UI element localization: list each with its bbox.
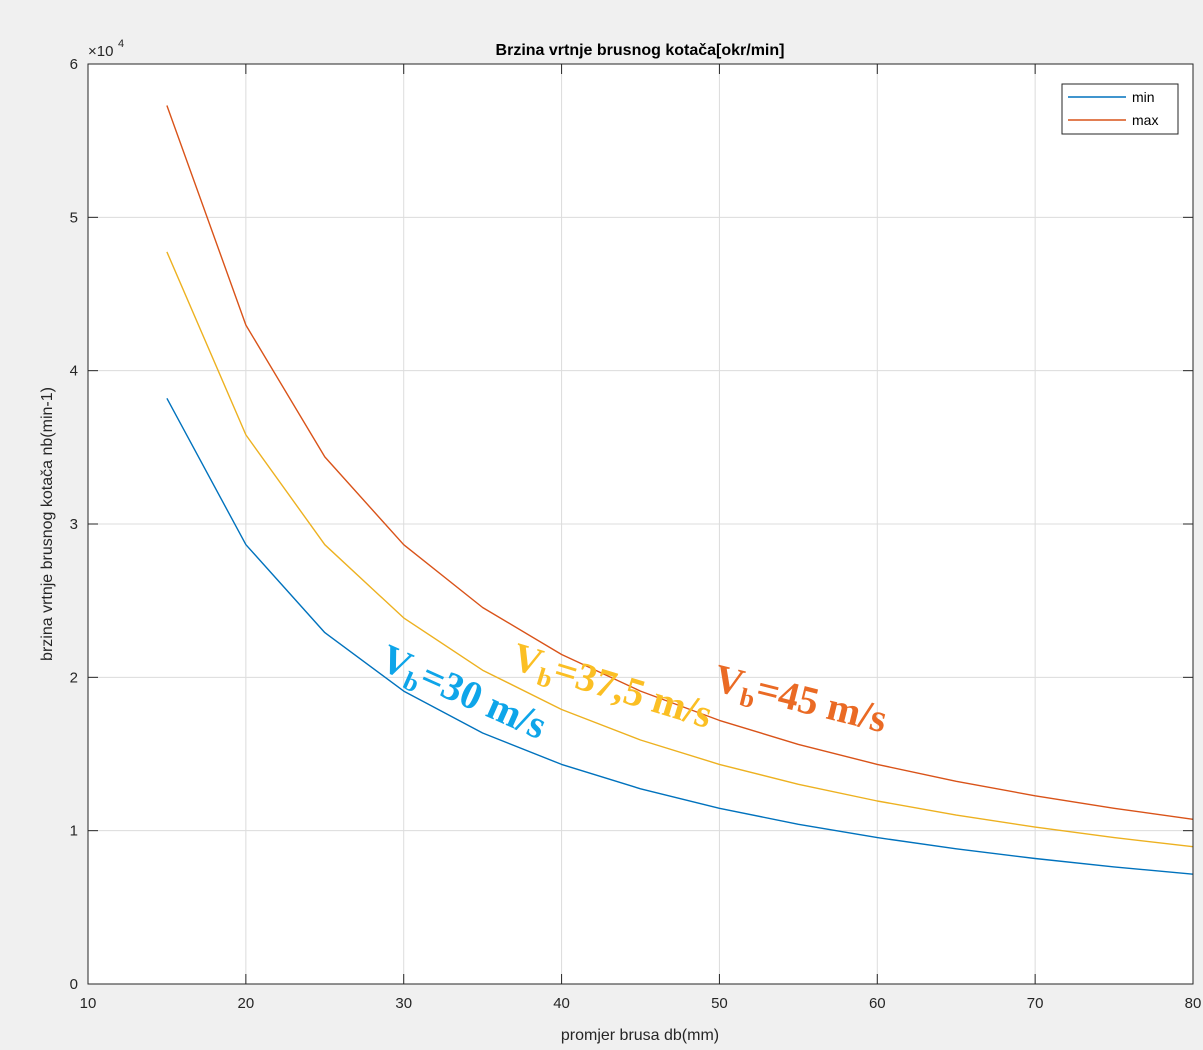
y-tick-label: 3: [70, 516, 78, 533]
y-tick-label: 5: [70, 209, 78, 226]
x-tick-label: 80: [1185, 995, 1202, 1012]
tick-marks: [87, 63, 1194, 985]
x-tick-label: 70: [1027, 995, 1044, 1012]
series-line-min: [166, 397, 1194, 875]
legend-label-max: max: [1132, 112, 1158, 128]
x-tick-label: 10: [80, 995, 97, 1012]
y-tick-label: 2: [70, 669, 78, 686]
x-tick-label: 20: [238, 995, 255, 1012]
series-layer: [166, 105, 1194, 875]
chart-title: Brzina vrtnje brusnog kotača[okr/min]: [496, 42, 785, 59]
x-tick-label: 60: [869, 995, 886, 1012]
x-tick-label: 50: [711, 995, 728, 1012]
y-tick-label: 6: [70, 56, 78, 73]
y-tick-label: 0: [70, 976, 78, 993]
x-tick-label: 40: [553, 995, 570, 1012]
legend-box: [1061, 83, 1179, 135]
y-exponent-base: ×10: [88, 43, 113, 60]
x-axis-label: promjer brusa db(mm): [561, 1027, 719, 1044]
y-exponent: ×10 4: [88, 38, 124, 60]
y-exponent-power: 4: [118, 38, 124, 50]
y-tick-label: 1: [70, 823, 78, 840]
y-axis-label: brzina vrtnje brusnog kotača nb(min-1): [39, 387, 56, 661]
tick-labels: 10 20 30 40 50 60 70 80 0 1 2 3 4 5 6: [70, 56, 1202, 1012]
grid-lines: [88, 64, 1193, 984]
x-tick-label: 30: [395, 995, 412, 1012]
legend-label-min: min: [1132, 89, 1155, 105]
legend: min max: [1061, 83, 1179, 135]
series-line-max: [166, 105, 1194, 820]
y-tick-label: 4: [70, 363, 78, 380]
series-line-2: [166, 251, 1194, 848]
